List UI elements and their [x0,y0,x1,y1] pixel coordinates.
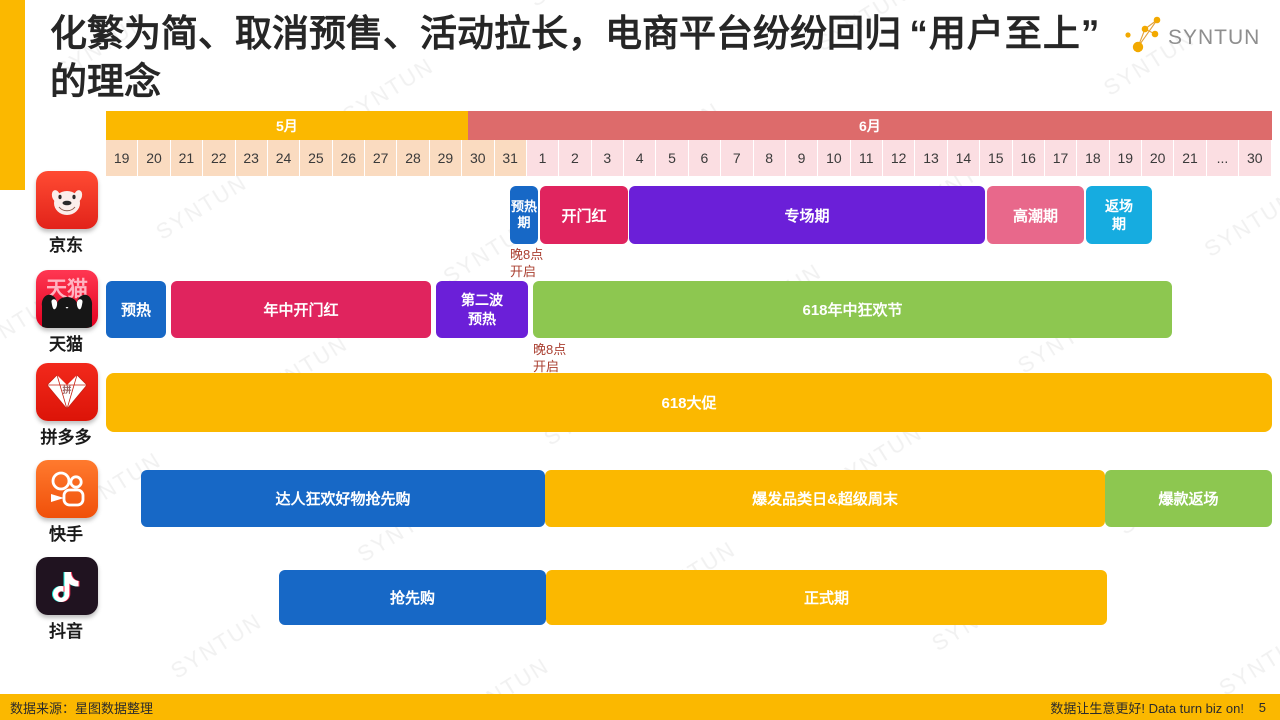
svg-text:SYNTUN: SYNTUN [1168,26,1260,49]
svg-text:拼: 拼 [62,384,71,395]
